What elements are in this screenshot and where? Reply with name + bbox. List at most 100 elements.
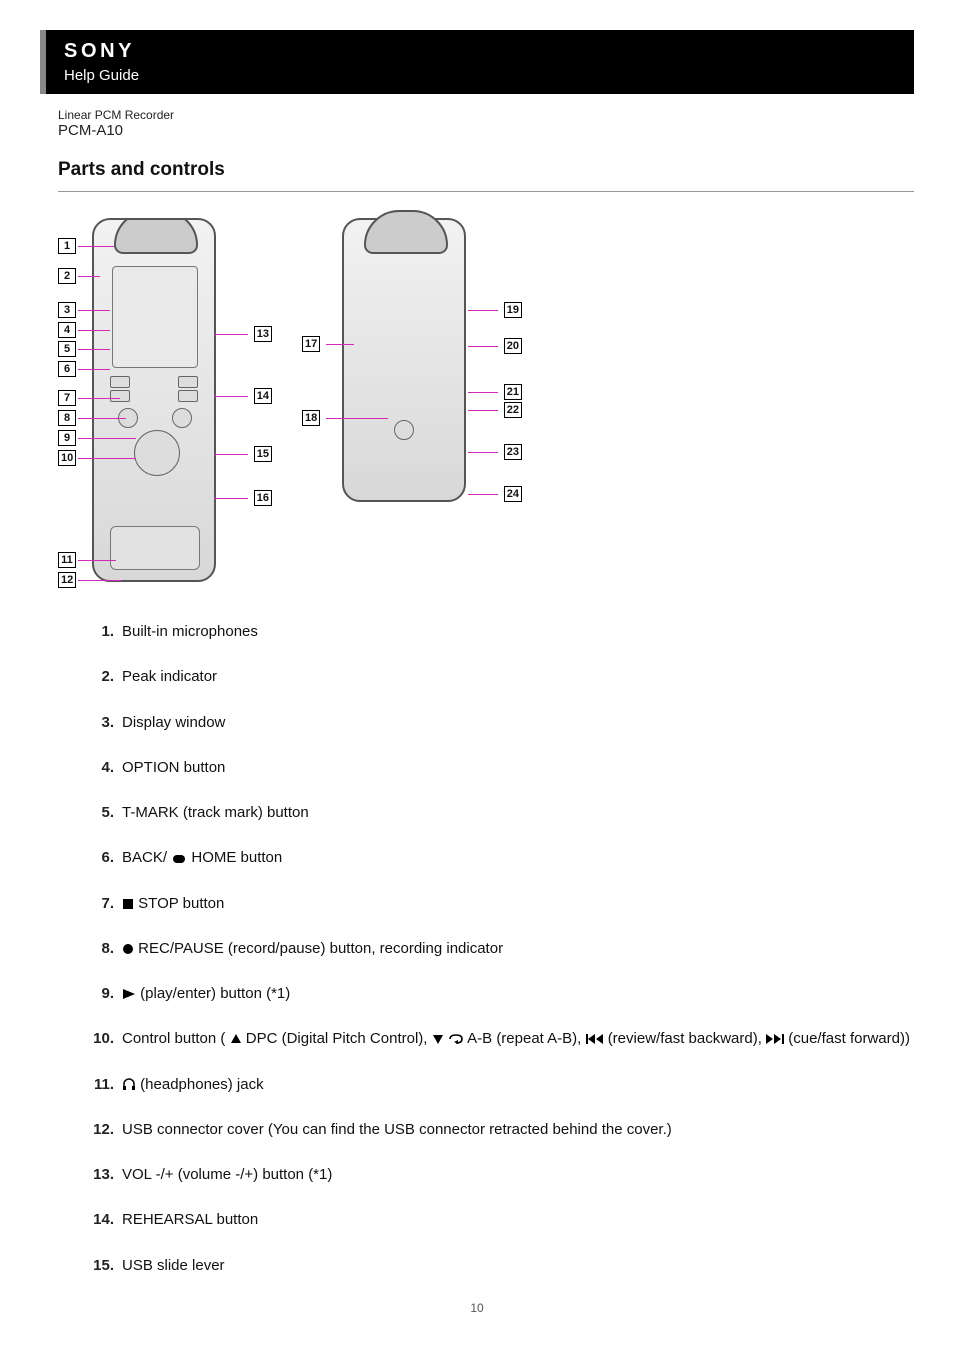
list-item: VOL -/+ (volume -/+) button (*1) — [40, 1163, 914, 1186]
leader-line — [78, 330, 110, 331]
callout: 16 — [254, 490, 272, 506]
item-text: USB slide lever — [122, 1257, 225, 1274]
callout: 21 — [504, 384, 522, 400]
leader-line — [78, 560, 116, 561]
leader-line — [78, 418, 126, 419]
leader-line — [468, 310, 498, 311]
brand-logo: SONY — [64, 40, 914, 63]
up-icon — [230, 1033, 242, 1045]
list-item: (play/enter) button (*1) — [40, 982, 914, 1005]
leader-line — [468, 346, 498, 347]
device-front-body — [92, 218, 216, 582]
repeat-ab-icon — [448, 1033, 464, 1045]
small-button — [178, 376, 198, 388]
small-button — [110, 376, 130, 388]
item-text: USB connector cover (You can find the US… — [122, 1121, 672, 1138]
device-back: 17 18 19 20 21 22 23 24 — [302, 206, 522, 594]
leader-line — [78, 438, 136, 439]
item-text: (headphones) jack — [140, 1076, 263, 1093]
leader-line — [78, 349, 110, 350]
callout: 5 — [58, 341, 76, 357]
small-button — [110, 390, 130, 402]
small-button — [178, 390, 198, 402]
stop-icon — [122, 898, 134, 910]
parts-list: Built-in microphones Peak indicator Disp… — [40, 620, 914, 1277]
device-front: 1 2 3 4 5 6 7 8 9 10 11 12 1 — [58, 206, 272, 594]
list-item: (headphones) jack — [40, 1073, 914, 1096]
product-meta: Linear PCM Recorder PCM-A10 — [58, 108, 914, 139]
mic-top — [114, 218, 198, 254]
rewind-icon — [586, 1033, 604, 1045]
button-row-2 — [110, 390, 198, 402]
mic-top-back — [364, 210, 448, 254]
leader-line — [468, 494, 498, 495]
device-foot — [110, 526, 200, 570]
leader-line — [78, 398, 120, 399]
callout: 9 — [58, 430, 76, 446]
leader-line — [326, 344, 354, 345]
product-type: Linear PCM Recorder — [58, 108, 914, 122]
list-item: OPTION button — [40, 756, 914, 779]
list-item: Display window — [40, 711, 914, 734]
callout: 17 — [302, 336, 320, 352]
dpad — [134, 430, 180, 476]
callout: 1 — [58, 238, 76, 254]
callout: 2 — [58, 268, 76, 284]
item-text: T-MARK (track mark) button — [122, 804, 309, 821]
headphones-icon — [122, 1077, 136, 1091]
down-icon — [432, 1033, 444, 1045]
leader-line — [78, 276, 100, 277]
item-text: OPTION button — [122, 759, 225, 776]
button-row-1 — [110, 376, 198, 388]
callout: 10 — [58, 450, 76, 466]
item-text: DPC (Digital Pitch Control), — [246, 1030, 432, 1047]
callout: 8 — [58, 410, 76, 426]
device-screen — [112, 266, 198, 368]
list-item: Peak indicator — [40, 665, 914, 688]
leader-line — [468, 410, 498, 411]
item-text: REC/PAUSE (record/pause) button, recordi… — [138, 940, 503, 957]
device-diagram: 1 2 3 4 5 6 7 8 9 10 11 12 1 — [58, 206, 914, 594]
leader-line — [78, 246, 114, 247]
callout: 23 — [504, 444, 522, 460]
device-back-body — [342, 218, 466, 502]
list-item: USB slide lever — [40, 1254, 914, 1277]
forward-icon — [766, 1033, 784, 1045]
item-text: REHEARSAL button — [122, 1211, 258, 1228]
help-guide-subtitle: Help Guide — [64, 67, 914, 84]
leader-line — [214, 396, 248, 397]
item-text: Control button ( — [122, 1030, 230, 1047]
leader-line — [214, 454, 248, 455]
list-item: T-MARK (track mark) button — [40, 801, 914, 824]
leader-line — [78, 580, 122, 581]
item-text: BACK/ — [122, 849, 171, 866]
leader-line — [214, 498, 248, 499]
list-item: REC/PAUSE (record/pause) button, recordi… — [40, 937, 914, 960]
item-text: VOL -/+ (volume -/+) button (*1) — [122, 1166, 332, 1183]
callout: 7 — [58, 390, 76, 406]
leader-line — [468, 392, 498, 393]
record-icon — [122, 943, 134, 955]
leader-line — [468, 452, 498, 453]
item-text: HOME button — [191, 849, 282, 866]
leader-line — [326, 418, 388, 419]
callout: 6 — [58, 361, 76, 377]
list-item: REHEARSAL button — [40, 1208, 914, 1231]
item-text: Display window — [122, 714, 225, 731]
play-icon — [122, 988, 136, 1000]
callout: 11 — [58, 552, 76, 568]
list-item: STOP button — [40, 892, 914, 915]
callout: 20 — [504, 338, 522, 354]
callout: 24 — [504, 486, 522, 502]
callout: 19 — [504, 302, 522, 318]
item-text: (cue/fast forward)) — [788, 1030, 910, 1047]
callout: 15 — [254, 446, 272, 462]
leader-line — [78, 458, 136, 459]
header-bar: SONY Help Guide — [40, 30, 914, 94]
round-button — [172, 408, 192, 428]
list-item: BACK/ HOME button — [40, 846, 914, 869]
page-title: Parts and controls — [58, 159, 914, 181]
round-button — [394, 420, 414, 440]
list-item: Built-in microphones — [40, 620, 914, 643]
callout: 14 — [254, 388, 272, 404]
